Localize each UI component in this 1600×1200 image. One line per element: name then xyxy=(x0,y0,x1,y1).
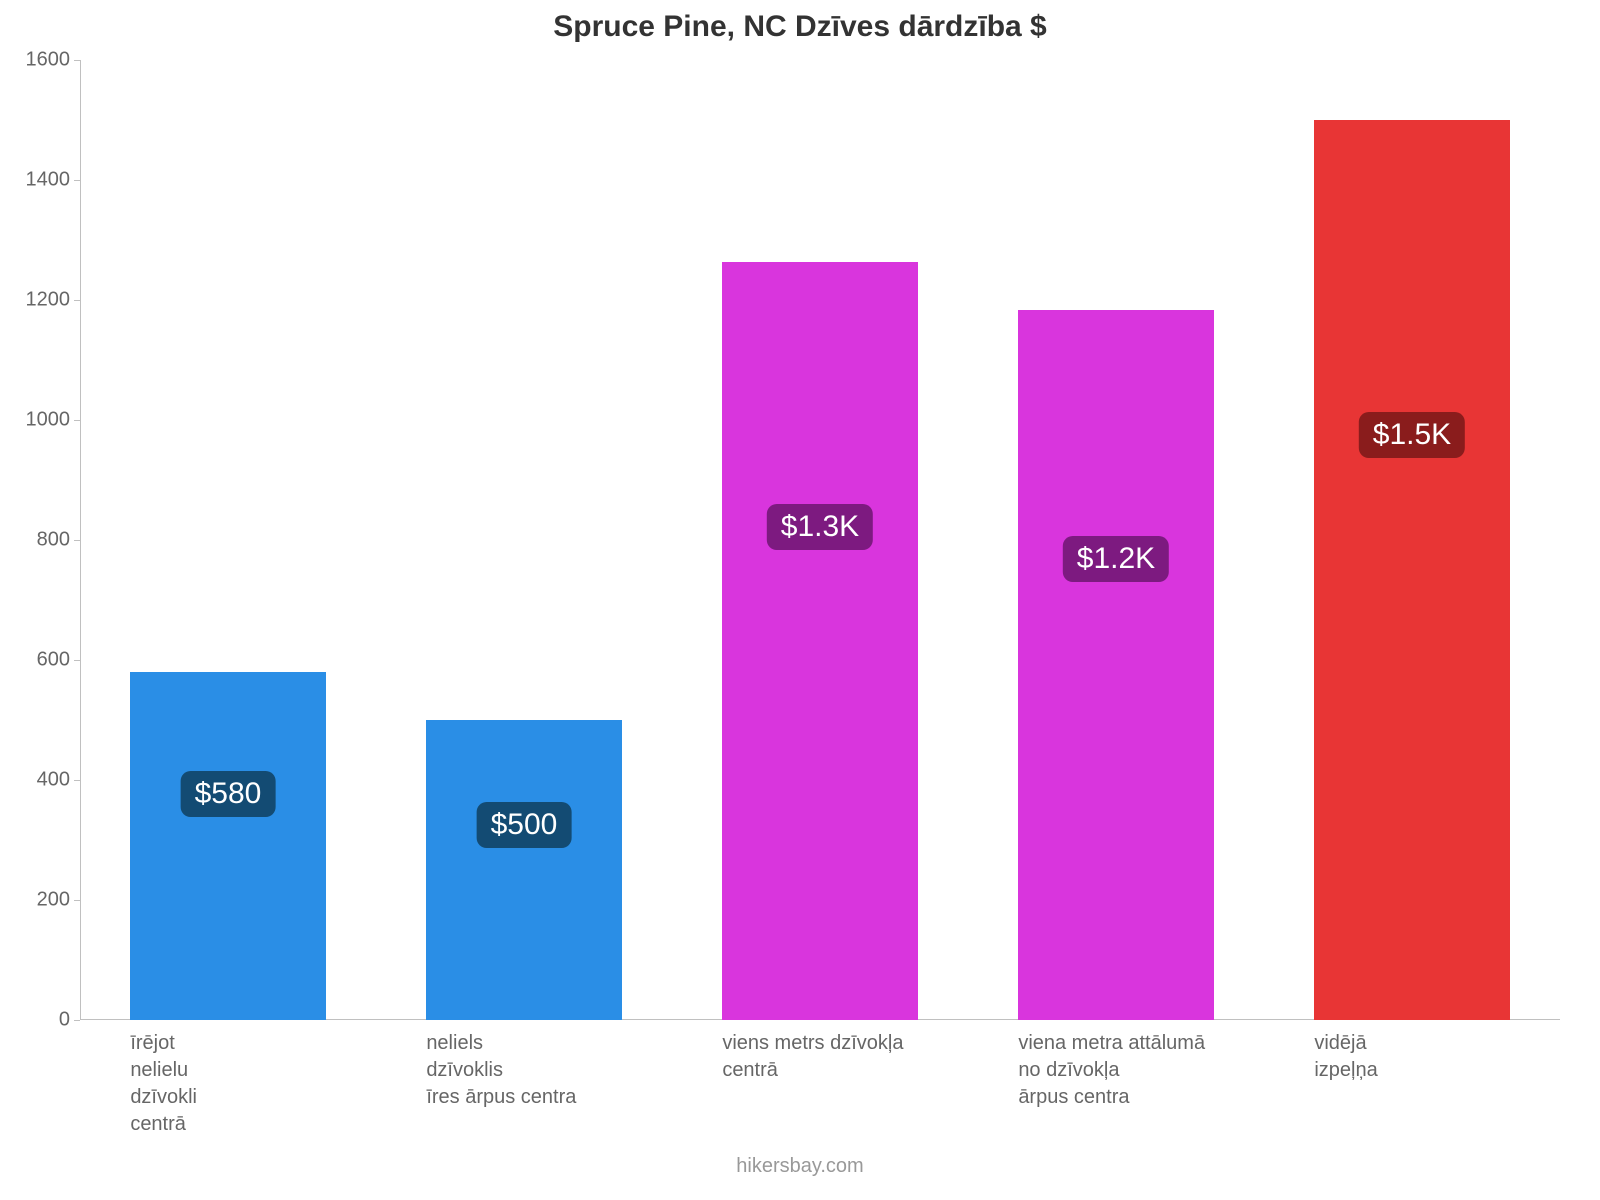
y-tick-mark xyxy=(74,300,80,301)
bar: $1.2K xyxy=(1018,310,1213,1020)
bar-value-badge: $1.2K xyxy=(1063,536,1169,582)
y-tick-label: 1200 xyxy=(26,289,81,312)
y-tick-mark xyxy=(74,180,80,181)
bar: $1.3K xyxy=(722,262,917,1020)
y-tick-label: 1600 xyxy=(26,49,81,72)
plot-area: 02004006008001000120014001600$580$500$1.… xyxy=(80,60,1560,1020)
bar-value-badge: $1.5K xyxy=(1359,412,1465,458)
x-tick-label: vidējāizpeļņa xyxy=(1314,1030,1600,1084)
x-tick-label: īrējotnelieludzīvoklicentrā xyxy=(130,1030,426,1138)
bar: $500 xyxy=(426,720,621,1020)
chart-title: Spruce Pine, NC Dzīves dārdzība $ xyxy=(0,10,1600,44)
bar-value-badge: $580 xyxy=(181,771,276,817)
chart-credit: hikersbay.com xyxy=(0,1155,1600,1178)
x-tick-label: viens metrs dzīvokļacentrā xyxy=(722,1030,1018,1084)
y-tick-mark xyxy=(74,540,80,541)
y-tick-mark xyxy=(74,780,80,781)
bar-value-badge: $500 xyxy=(477,802,572,848)
y-tick-mark xyxy=(74,900,80,901)
y-tick-mark xyxy=(74,660,80,661)
y-tick-mark xyxy=(74,420,80,421)
y-tick-label: 1000 xyxy=(26,409,81,432)
y-axis-line xyxy=(80,60,81,1020)
chart-container: Spruce Pine, NC Dzīves dārdzība $ 020040… xyxy=(0,0,1600,1200)
bar: $580 xyxy=(130,672,325,1020)
y-tick-mark xyxy=(74,60,80,61)
y-tick-label: 1400 xyxy=(26,169,81,192)
bar-value-badge: $1.3K xyxy=(767,504,873,550)
x-tick-label: viena metra attālumāno dzīvokļaārpus cen… xyxy=(1018,1030,1314,1111)
bar: $1.5K xyxy=(1314,120,1509,1020)
x-tick-label: nelielsdzīvoklisīres ārpus centra xyxy=(426,1030,722,1111)
y-tick-mark xyxy=(74,1020,80,1021)
